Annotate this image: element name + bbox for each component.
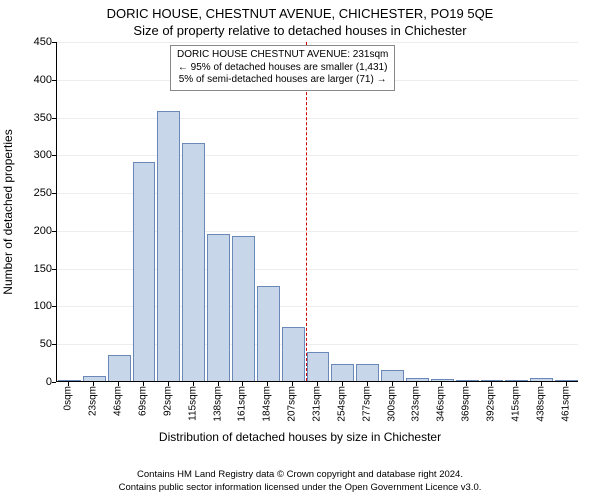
xtick-label: 92sqm [162, 386, 173, 416]
ytick-mark [52, 231, 56, 232]
histogram-bar [58, 380, 81, 382]
histogram-bar [307, 352, 330, 381]
ytick-mark [52, 344, 56, 345]
xtick-label: 23sqm [88, 386, 99, 416]
xtick-label: 438sqm [535, 386, 546, 422]
xtick-label: 254sqm [336, 386, 347, 422]
histogram-bar [257, 286, 280, 381]
annotation-line-3: 5% of semi-detached houses are larger (7… [177, 74, 388, 87]
footnote-line-2: Contains public sector information licen… [0, 482, 600, 494]
gridline [57, 42, 578, 43]
ytick-label: 250 [12, 187, 52, 199]
annotation-box: DORIC HOUSE CHESTNUT AVENUE: 231sqm← 95%… [170, 45, 395, 91]
histogram-bar [232, 236, 255, 381]
gridline [57, 118, 578, 119]
histogram-bar [182, 143, 205, 381]
ytick-mark [52, 269, 56, 270]
title-sub: Size of property relative to detached ho… [0, 21, 600, 38]
histogram-bar [381, 370, 404, 381]
xtick-label: 184sqm [262, 386, 273, 422]
histogram-bar [431, 379, 454, 381]
xtick-label: 207sqm [287, 386, 298, 422]
histogram-bar [207, 234, 230, 381]
annotation-line-1: DORIC HOUSE CHESTNUT AVENUE: 231sqm [177, 49, 388, 62]
xtick-label: 115sqm [187, 386, 198, 421]
ytick-label: 0 [12, 376, 52, 388]
plot-area: DORIC HOUSE CHESTNUT AVENUE: 231sqm← 95%… [56, 42, 578, 382]
xtick-label: 161sqm [237, 386, 248, 422]
ytick-label: 50 [12, 338, 52, 350]
xtick-label: 277sqm [361, 386, 372, 422]
histogram-bar [406, 378, 429, 381]
histogram-bar [133, 162, 156, 381]
ytick-mark [52, 118, 56, 119]
annotation-line-2: ← 95% of detached houses are smaller (1,… [177, 62, 388, 75]
xtick-label: 346sqm [436, 386, 447, 422]
ytick-label: 400 [12, 74, 52, 86]
footnote-line-1: Contains HM Land Registry data © Crown c… [0, 469, 600, 481]
gridline [57, 155, 578, 156]
histogram-bar [356, 364, 379, 381]
marker-line [306, 42, 307, 381]
chart-area: Number of detached properties DORIC HOUS… [0, 42, 600, 442]
histogram-bar [157, 111, 180, 381]
xtick-label: 0sqm [63, 386, 74, 410]
histogram-bar [108, 355, 131, 381]
xtick-label: 231sqm [312, 386, 323, 422]
ytick-label: 100 [12, 300, 52, 312]
ytick-mark [52, 42, 56, 43]
footnote: Contains HM Land Registry data © Crown c… [0, 469, 600, 494]
histogram-bar [331, 364, 354, 381]
ytick-mark [52, 193, 56, 194]
xtick-label: 415sqm [510, 386, 521, 422]
title-main: DORIC HOUSE, CHESTNUT AVENUE, CHICHESTER… [0, 0, 600, 21]
histogram-bar [282, 327, 305, 381]
histogram-bar [530, 378, 553, 381]
xtick-label: 369sqm [461, 386, 472, 422]
xtick-label: 461sqm [560, 386, 571, 422]
histogram-bar [83, 376, 106, 381]
histogram-bar [505, 380, 528, 382]
xtick-label: 46sqm [113, 386, 124, 416]
xtick-label: 69sqm [138, 386, 149, 416]
ytick-label: 150 [12, 263, 52, 275]
ytick-label: 450 [12, 36, 52, 48]
xtick-label: 138sqm [212, 386, 223, 422]
histogram-bar [555, 380, 578, 382]
ytick-label: 200 [12, 225, 52, 237]
xtick-label: 392sqm [486, 386, 497, 422]
histogram-bar [456, 380, 479, 382]
ytick-label: 350 [12, 112, 52, 124]
histogram-bar [481, 380, 504, 382]
ytick-mark [52, 382, 56, 383]
ytick-label: 300 [12, 149, 52, 161]
xtick-label: 300sqm [386, 386, 397, 422]
xtick-label: 323sqm [411, 386, 422, 422]
ytick-mark [52, 155, 56, 156]
x-axis-label: Distribution of detached houses by size … [0, 430, 600, 444]
ytick-mark [52, 80, 56, 81]
ytick-mark [52, 306, 56, 307]
